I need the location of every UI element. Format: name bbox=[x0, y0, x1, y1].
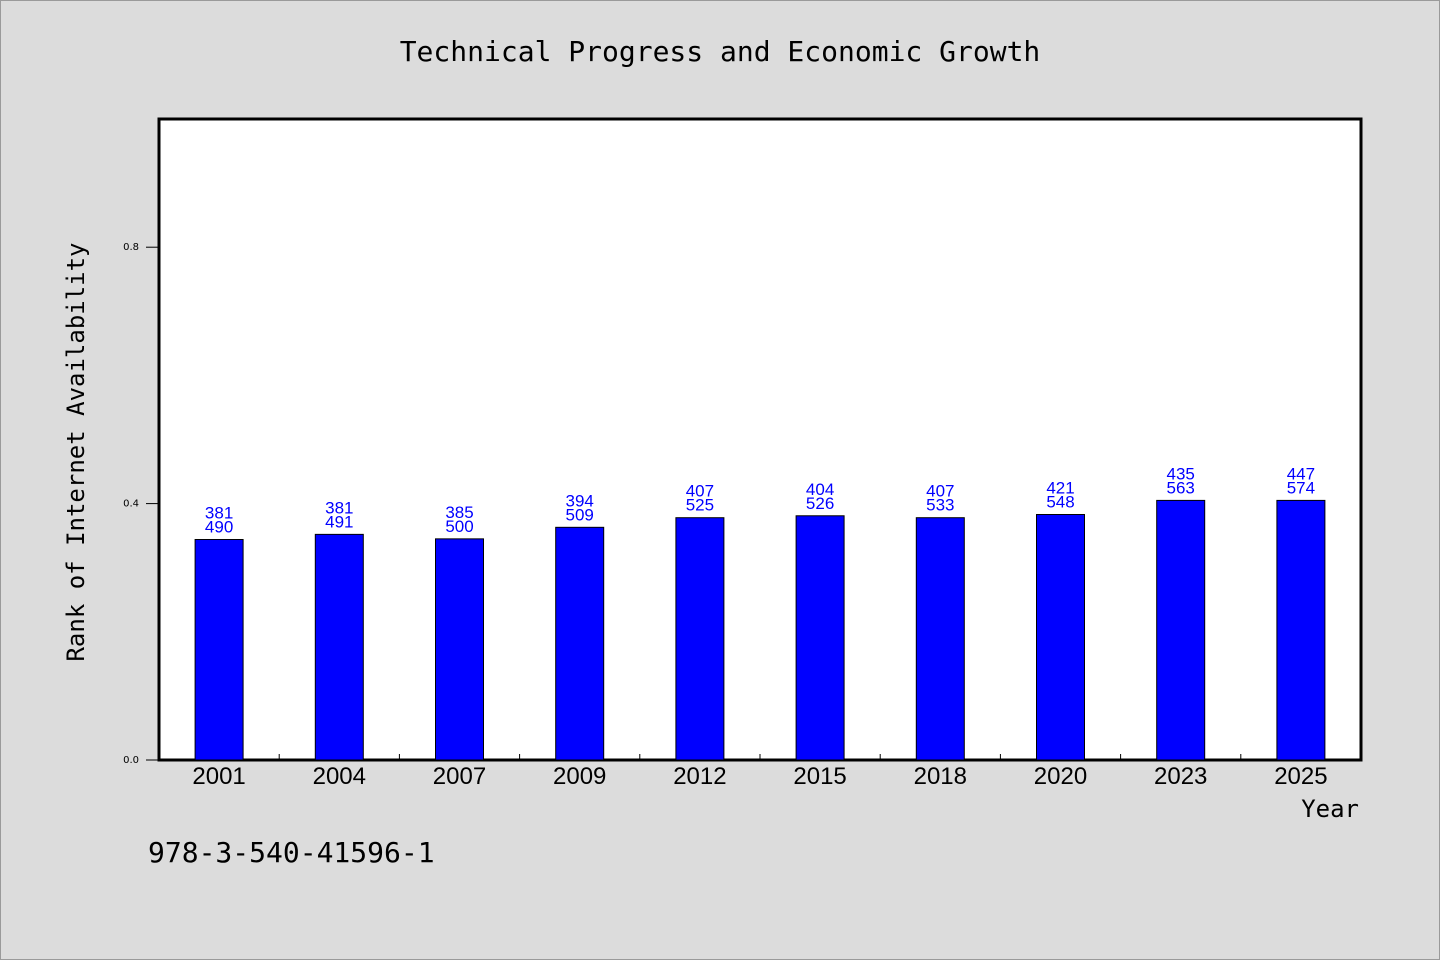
bar-label-top: 404 bbox=[806, 480, 834, 499]
data-labels: 3814903814913855003945094075254045264075… bbox=[205, 464, 1315, 536]
bar-label-bottom: 548 bbox=[1046, 492, 1074, 511]
x-tick-label: 2007 bbox=[433, 763, 486, 790]
bar-label-bottom: 563 bbox=[1167, 478, 1195, 497]
y-tick-label: 0.8 bbox=[123, 242, 139, 253]
x-tick-label: 2025 bbox=[1274, 763, 1327, 790]
bar-label-bottom: 490 bbox=[205, 517, 233, 536]
bar bbox=[915, 517, 965, 761]
x-tick-label: 2004 bbox=[313, 763, 366, 790]
bar-label-top: 407 bbox=[926, 482, 954, 501]
bar bbox=[795, 515, 845, 761]
bar bbox=[1036, 513, 1085, 761]
bar-series bbox=[194, 499, 1326, 761]
y-axis-label: Rank of Internet Availability bbox=[62, 242, 90, 661]
bar-label-top: 381 bbox=[325, 498, 353, 517]
x-tick-label: 2020 bbox=[1034, 763, 1087, 790]
bar-label-bottom: 526 bbox=[806, 494, 834, 513]
bar bbox=[555, 526, 605, 761]
y-tick-label: 0.0 bbox=[123, 755, 139, 766]
x-tick-label: 2023 bbox=[1154, 763, 1207, 790]
bar-label-top: 394 bbox=[566, 491, 594, 510]
bar-label-top: 421 bbox=[1046, 478, 1074, 497]
x-tick-label: 2015 bbox=[793, 763, 846, 790]
bar-label-top: 447 bbox=[1287, 464, 1315, 483]
x-axis: 2001 2004 2007 2009 2012 2015 2018 2020 2023 2025 bbox=[192, 754, 1328, 790]
bar-label-top: 435 bbox=[1167, 464, 1195, 483]
bar bbox=[435, 538, 484, 761]
x-tick-label: 2018 bbox=[914, 763, 967, 790]
bar-label-bottom: 491 bbox=[325, 512, 353, 531]
bar bbox=[1276, 499, 1326, 761]
bar bbox=[314, 533, 364, 761]
y-axis: 0.0 0.4 0.8 bbox=[123, 242, 159, 766]
bar bbox=[1156, 499, 1206, 761]
chart-title: Technical Progress and Economic Growth bbox=[400, 35, 1041, 68]
isbn-footnote: 978-3-540-41596-1 bbox=[148, 836, 435, 869]
x-tick-label: 2009 bbox=[553, 763, 606, 790]
bar-label-bottom: 509 bbox=[566, 505, 594, 524]
bar-label-bottom: 533 bbox=[926, 496, 954, 515]
bar-label-bottom: 500 bbox=[445, 517, 473, 536]
bar-label-top: 385 bbox=[445, 503, 473, 522]
bar-label-top: 407 bbox=[686, 482, 714, 501]
x-tick-label: 2012 bbox=[673, 763, 726, 790]
bar-label-bottom: 574 bbox=[1287, 478, 1315, 497]
bar bbox=[194, 538, 244, 761]
bar bbox=[675, 517, 725, 761]
x-axis-label: Year bbox=[1301, 795, 1359, 823]
x-tick-label: 2001 bbox=[192, 763, 245, 790]
bar-label-bottom: 525 bbox=[686, 496, 714, 515]
y-tick-label: 0.4 bbox=[123, 499, 139, 510]
bar-label-top: 381 bbox=[205, 503, 233, 522]
